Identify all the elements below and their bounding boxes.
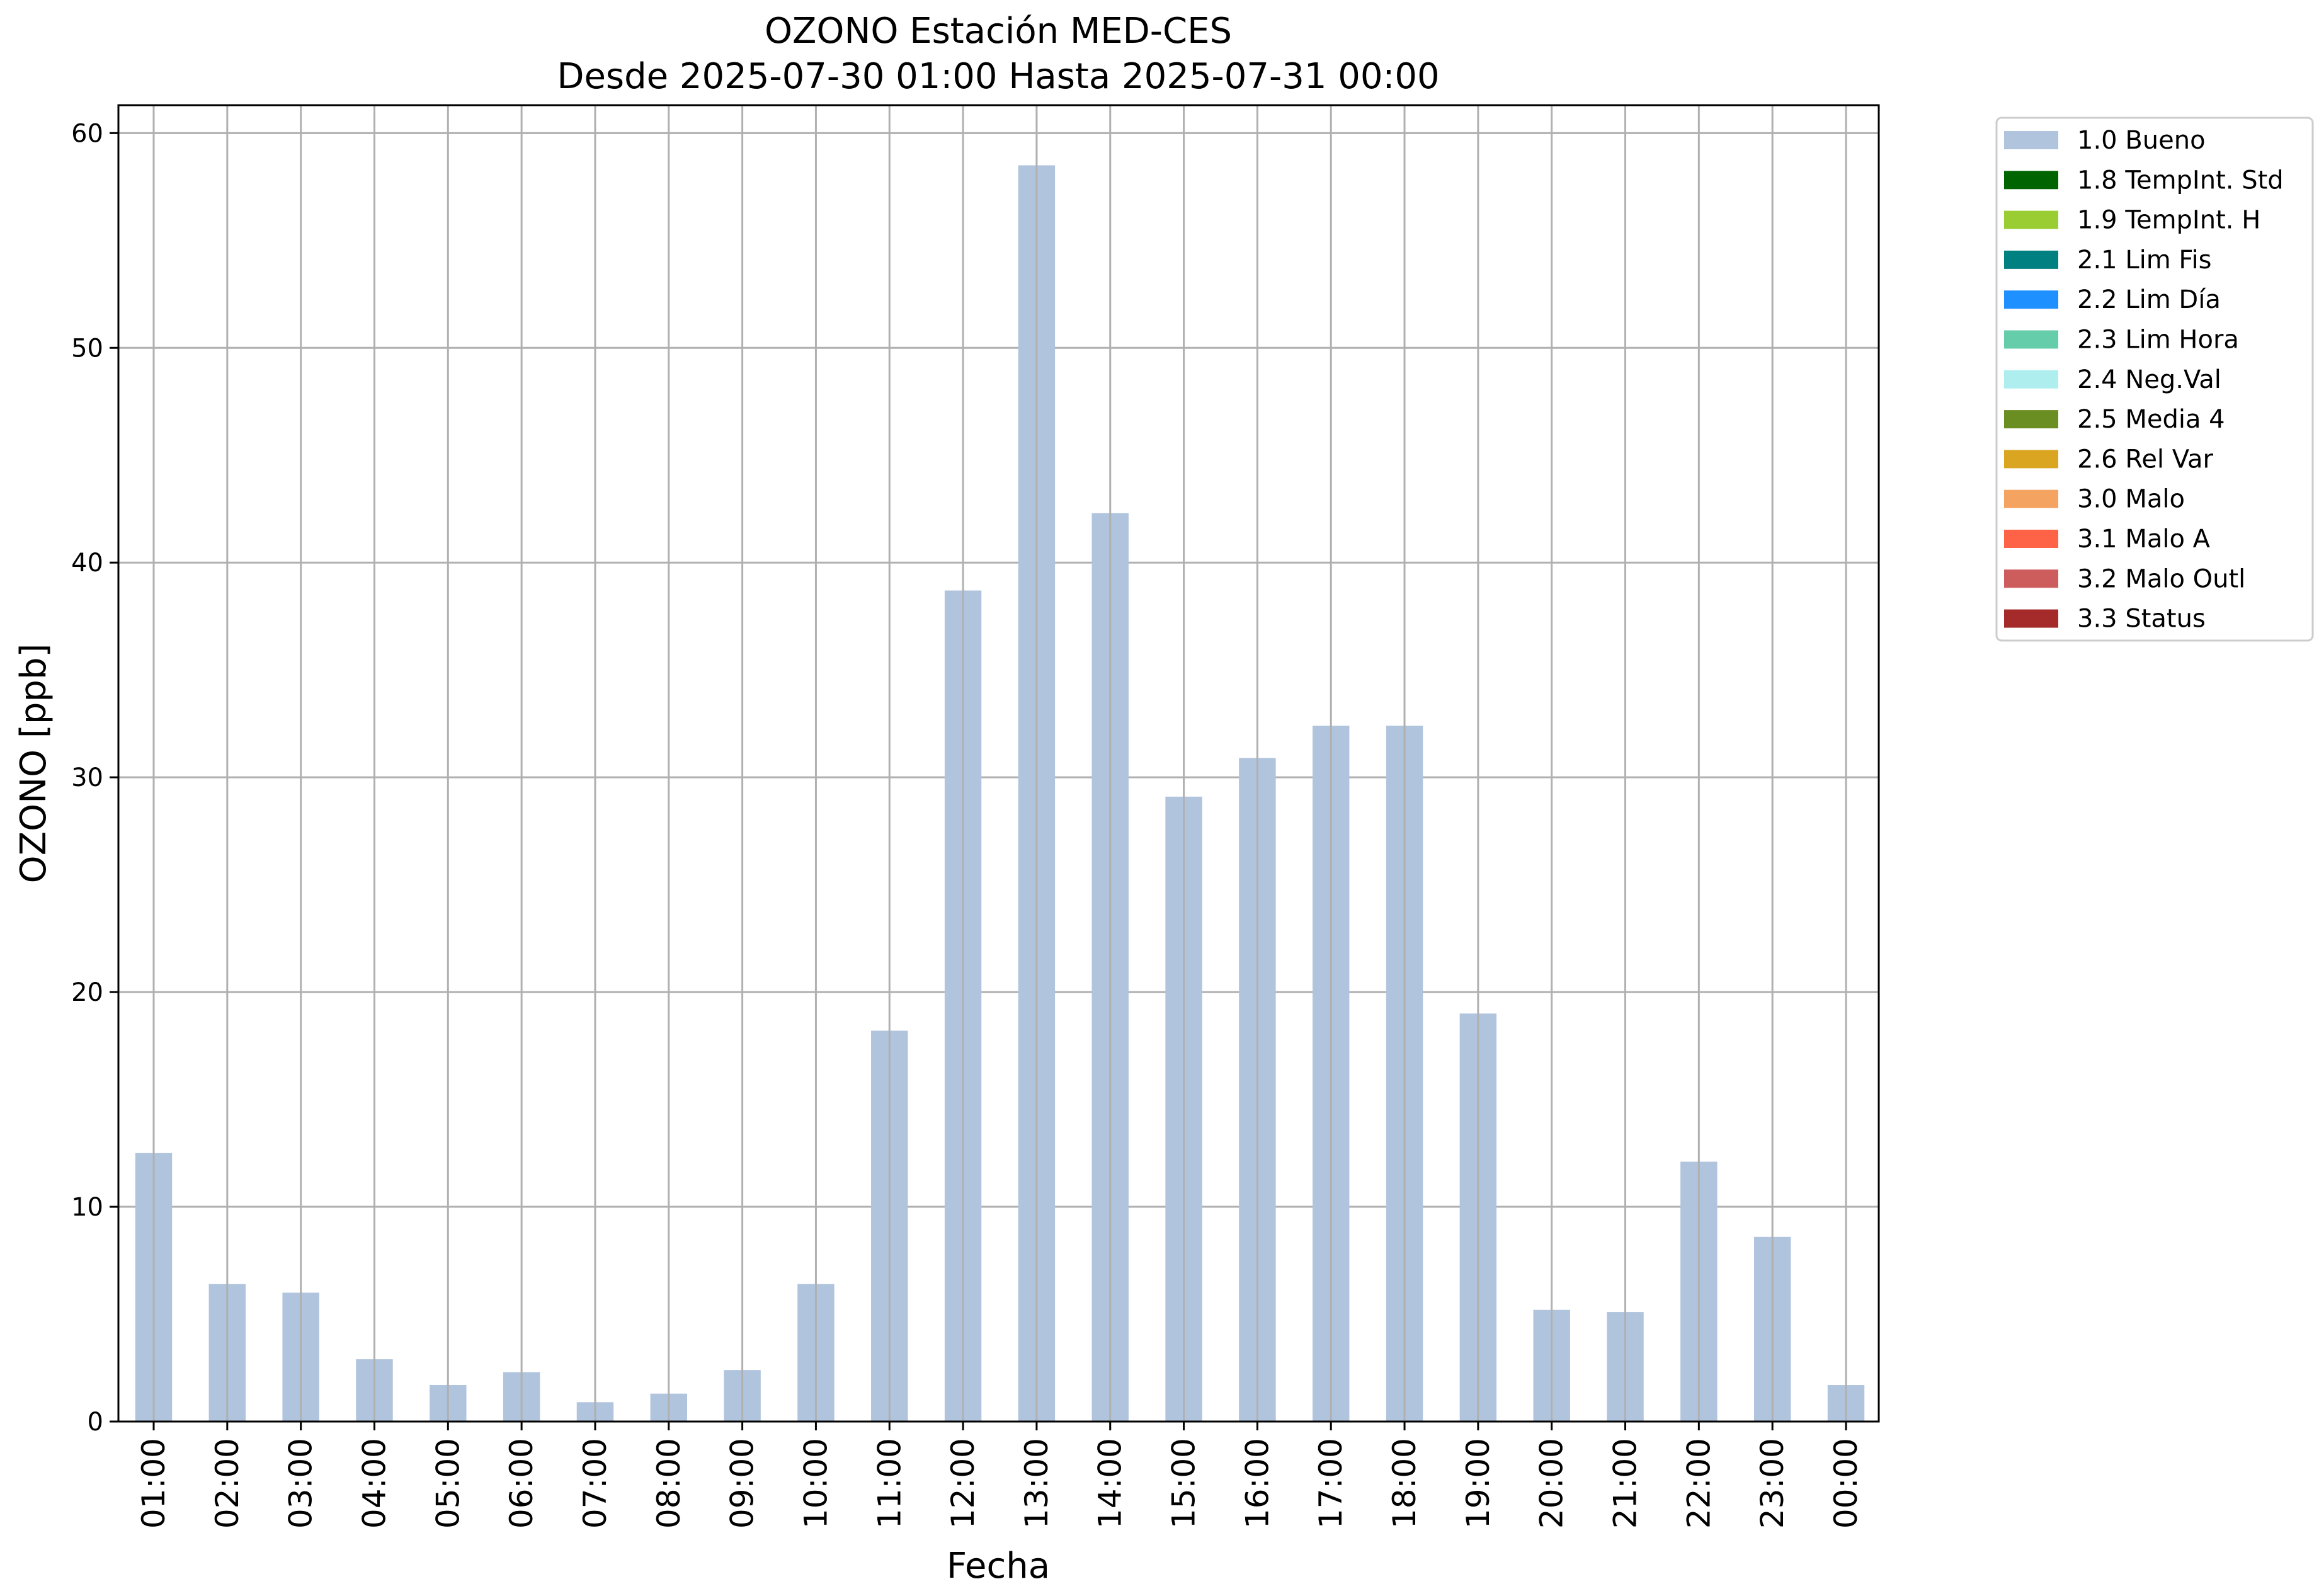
legend-label: 3.0 Malo [2077, 485, 2185, 514]
legend-label: 1.9 TempInt. H [2077, 206, 2260, 235]
legend-swatch [2004, 489, 2058, 508]
x-tick-label: 21:00 [1607, 1438, 1644, 1529]
legend-swatch [2004, 131, 2058, 149]
x-tick-label: 13:00 [1018, 1438, 1055, 1529]
legend-label: 1.0 Bueno [2077, 126, 2206, 155]
legend-swatch [2004, 210, 2058, 229]
x-tick-label: 01:00 [135, 1438, 172, 1529]
legend-swatch [2004, 609, 2058, 628]
x-tick-label: 12:00 [945, 1438, 981, 1529]
legend-label: 2.4 Neg.Val [2077, 365, 2221, 394]
x-tick-label: 09:00 [724, 1438, 761, 1529]
legend-swatch [2004, 450, 2058, 469]
y-tick-label: 0 [88, 1408, 103, 1437]
x-tick-label: 11:00 [871, 1438, 908, 1529]
x-tick-label: 15:00 [1166, 1438, 1202, 1529]
grid-lines [118, 132, 1879, 1423]
x-tick-label: 18:00 [1386, 1438, 1423, 1529]
legend-label: 2.1 Lim Fis [2077, 246, 2211, 275]
x-tick-label: 02:00 [209, 1438, 246, 1529]
x-tick-label: 14:00 [1092, 1438, 1129, 1529]
legend-swatch [2004, 330, 2058, 349]
x-axis-ticks: 01:00 02:00 03:00 04:00 05:00 06:00 07:00 08:00… [135, 1422, 1864, 1529]
x-tick-label: 16:00 [1239, 1438, 1275, 1529]
legend-label: 1.8 TempInt. Std [2077, 166, 2284, 195]
chart-subtitle: Desde 2025-07-30 01:00 Hasta 2025-07-31 … [557, 56, 1439, 97]
x-tick-label: 08:00 [651, 1438, 687, 1529]
legend-label: 2.3 Lim Hora [2077, 326, 2239, 355]
x-tick-label: 20:00 [1534, 1438, 1570, 1529]
chart-title: OZONO Estación MED-CES [765, 11, 1232, 52]
legend-label: 3.1 Malo A [2077, 525, 2211, 554]
legend-frame [1995, 117, 2314, 642]
legend-swatch [2004, 530, 2058, 548]
legend-label: 2.2 Lim Día [2077, 285, 2221, 314]
x-axis-label: Fecha [947, 1546, 1050, 1587]
x-tick-label: 06:00 [503, 1438, 540, 1529]
x-tick-label: 07:00 [577, 1438, 613, 1529]
vertical-grid-lines [152, 105, 1847, 1422]
legend-swatch [2004, 370, 2058, 389]
legend: 1.0 Bueno 1.8 TempInt. Std 1.9 TempInt. H 2… [1995, 117, 2314, 642]
legend-label: 2.6 Rel Var [2077, 445, 2214, 474]
y-tick-label: 60 [71, 119, 103, 148]
legend-swatch [2004, 410, 2058, 429]
x-tick-label: 05:00 [430, 1438, 466, 1529]
legend-label: 2.5 Media 4 [2077, 405, 2225, 434]
y-axis-label: OZONO [ppb] [13, 644, 54, 884]
y-tick-label: 10 [71, 1193, 103, 1222]
y-tick-label: 40 [71, 549, 103, 578]
legend-label: 3.3 Status [2077, 605, 2206, 634]
plot-area [117, 104, 1880, 1423]
x-tick-label: 17:00 [1313, 1438, 1349, 1529]
legend-label: 3.2 Malo Outl [2077, 564, 2245, 593]
x-tick-label: 23:00 [1754, 1438, 1791, 1529]
x-tick-label: 22:00 [1680, 1438, 1717, 1529]
x-tick-label: 03:00 [283, 1438, 319, 1529]
x-tick-label: 00:00 [1828, 1438, 1864, 1529]
x-tick-label: 04:00 [356, 1438, 392, 1529]
legend-swatch [2004, 290, 2058, 309]
bars [135, 165, 1865, 1422]
legend-swatch [2004, 569, 2058, 588]
x-tick-label: 10:00 [797, 1438, 834, 1529]
x-tick-label: 19:00 [1460, 1438, 1496, 1529]
y-axis-ticks: 0 10 20 30 40 50 60 [71, 119, 118, 1437]
y-tick-label: 30 [71, 763, 103, 792]
y-tick-label: 20 [71, 978, 103, 1007]
legend-swatch [2004, 171, 2058, 190]
y-tick-label: 50 [71, 334, 103, 363]
legend-swatch [2004, 250, 2058, 269]
